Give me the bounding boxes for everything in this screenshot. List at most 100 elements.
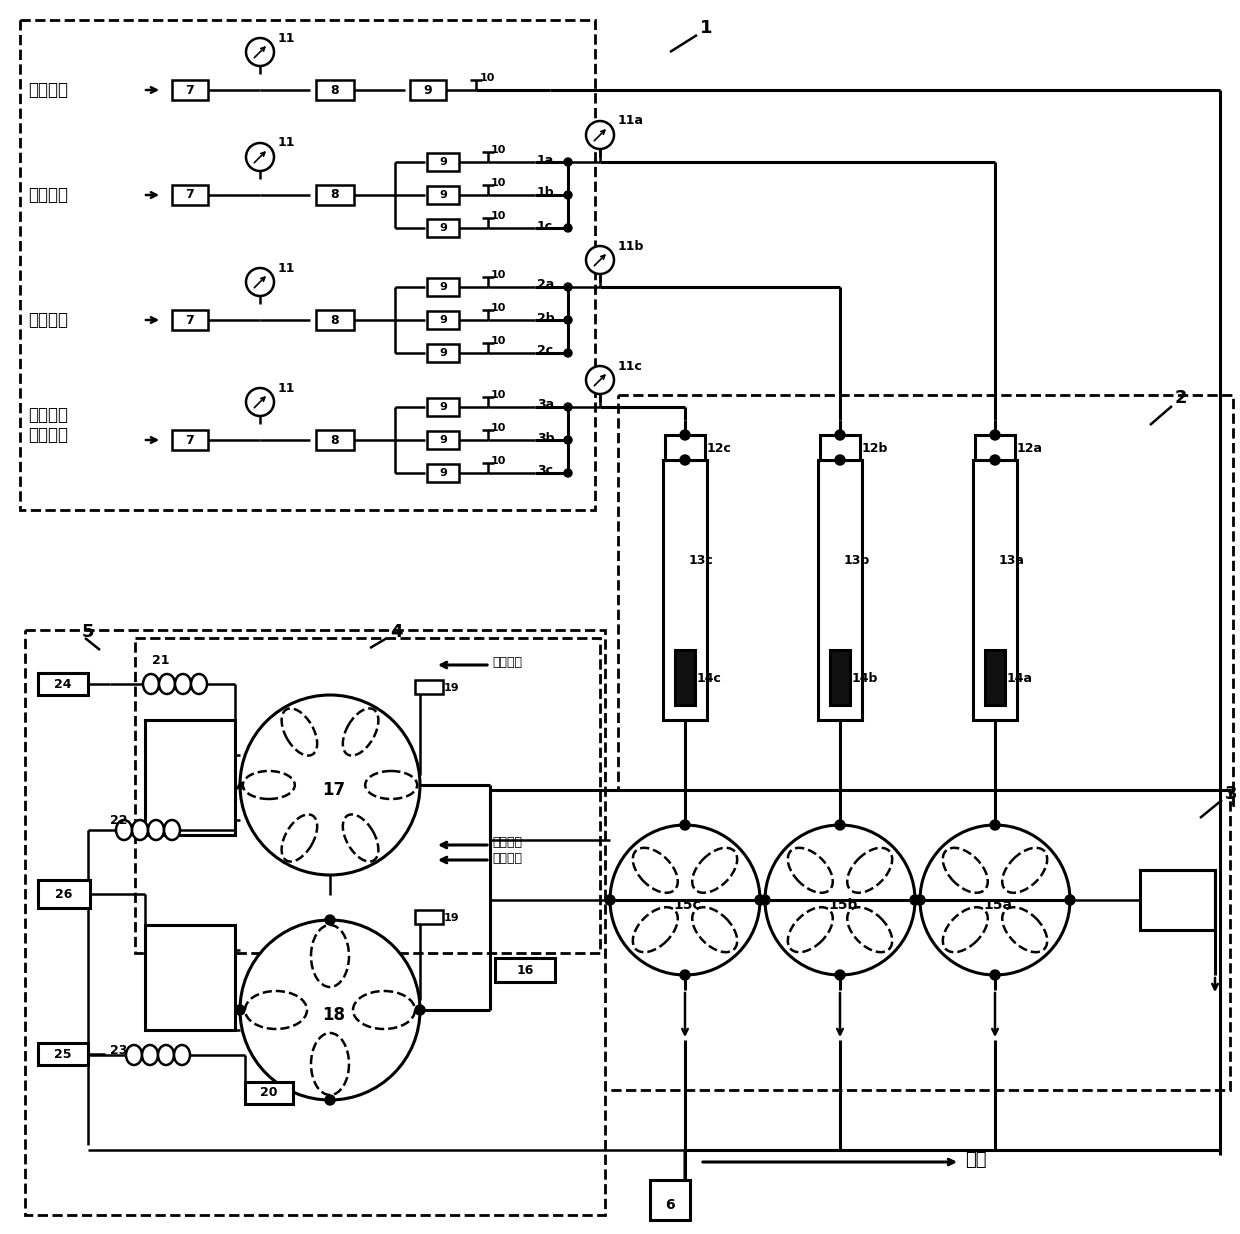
Ellipse shape	[117, 821, 131, 840]
Text: 14a: 14a	[1007, 671, 1033, 685]
Circle shape	[246, 143, 274, 172]
Circle shape	[241, 921, 420, 1099]
Text: 11: 11	[278, 381, 295, 395]
Bar	[427, 278, 459, 296]
Text: 3b: 3b	[537, 432, 554, 444]
Text: 10: 10	[491, 304, 506, 313]
Ellipse shape	[243, 771, 295, 798]
Bar	[820, 436, 861, 460]
Bar	[830, 650, 849, 705]
Text: 19: 19	[444, 682, 460, 694]
Bar	[975, 436, 1016, 460]
Text: 7: 7	[186, 313, 195, 327]
Bar	[172, 185, 208, 205]
Circle shape	[325, 1095, 335, 1104]
Text: 10: 10	[491, 457, 506, 466]
Bar	[427, 153, 459, 172]
Text: 24: 24	[55, 677, 72, 691]
Text: 12b: 12b	[862, 442, 888, 454]
Bar	[25, 631, 605, 1215]
Text: 2: 2	[1176, 389, 1188, 407]
Ellipse shape	[174, 1045, 190, 1065]
Bar	[985, 650, 1004, 705]
Text: 12a: 12a	[1017, 442, 1043, 454]
Text: 16: 16	[516, 964, 533, 976]
Text: 6: 6	[665, 1198, 675, 1212]
Circle shape	[564, 191, 572, 199]
Text: 8: 8	[331, 313, 340, 327]
Circle shape	[415, 1004, 425, 1016]
Text: 第一载气: 第一载气	[492, 656, 522, 670]
Bar	[172, 429, 208, 450]
Circle shape	[1065, 895, 1075, 905]
Text: 3: 3	[1225, 785, 1238, 803]
Text: 第三载气: 第三载气	[492, 851, 522, 865]
Ellipse shape	[942, 848, 988, 892]
Text: 5: 5	[82, 623, 94, 640]
Text: 21: 21	[153, 654, 170, 666]
Text: 9: 9	[439, 223, 446, 233]
Text: 9: 9	[439, 468, 446, 478]
Text: 23: 23	[110, 1044, 128, 1056]
Text: 13c: 13c	[689, 554, 714, 566]
Circle shape	[835, 429, 844, 441]
Ellipse shape	[281, 814, 317, 861]
Circle shape	[990, 821, 999, 830]
Ellipse shape	[632, 907, 678, 953]
Bar	[665, 436, 706, 460]
Text: 9: 9	[439, 157, 446, 167]
Ellipse shape	[787, 907, 833, 953]
Text: 2a: 2a	[537, 279, 554, 291]
Circle shape	[246, 387, 274, 416]
Bar	[316, 80, 353, 100]
Ellipse shape	[246, 991, 308, 1029]
Bar	[316, 185, 353, 205]
Ellipse shape	[131, 821, 148, 840]
Text: 13a: 13a	[999, 554, 1025, 566]
Text: 18: 18	[322, 1006, 345, 1024]
Ellipse shape	[191, 674, 207, 694]
Bar	[172, 310, 208, 329]
Text: 10: 10	[491, 336, 506, 346]
Circle shape	[587, 121, 614, 149]
Text: 11: 11	[278, 262, 295, 274]
Text: 22: 22	[110, 813, 128, 827]
Ellipse shape	[1002, 848, 1048, 892]
Text: 9: 9	[439, 283, 446, 292]
Text: 排空: 排空	[965, 1151, 987, 1169]
Circle shape	[915, 895, 925, 905]
Circle shape	[564, 225, 572, 232]
Bar	[618, 395, 1233, 805]
Ellipse shape	[159, 674, 175, 694]
Text: 11a: 11a	[618, 115, 644, 127]
Text: 11: 11	[278, 137, 295, 149]
Text: 9: 9	[439, 348, 446, 358]
Text: 8: 8	[331, 84, 340, 96]
Ellipse shape	[1002, 907, 1048, 953]
Bar	[1140, 870, 1215, 930]
Ellipse shape	[148, 821, 164, 840]
Circle shape	[587, 246, 614, 274]
Text: 8: 8	[331, 433, 340, 447]
Text: 10: 10	[480, 73, 495, 83]
Text: 9: 9	[439, 436, 446, 445]
Ellipse shape	[281, 708, 317, 755]
Circle shape	[564, 404, 572, 411]
Text: 9: 9	[424, 84, 433, 96]
Circle shape	[680, 429, 689, 441]
Text: 9: 9	[439, 402, 446, 412]
Text: 惰性气体: 惰性气体	[29, 81, 68, 99]
Text: 4: 4	[391, 623, 403, 640]
Bar	[973, 460, 1017, 719]
Bar	[38, 673, 88, 695]
Ellipse shape	[164, 821, 180, 840]
Ellipse shape	[366, 771, 417, 798]
Circle shape	[564, 316, 572, 325]
Bar	[663, 460, 707, 719]
Bar	[415, 909, 443, 924]
Bar	[145, 926, 236, 1030]
Ellipse shape	[311, 1033, 348, 1095]
Text: 20: 20	[260, 1086, 278, 1099]
Ellipse shape	[692, 848, 738, 892]
Circle shape	[990, 429, 999, 441]
